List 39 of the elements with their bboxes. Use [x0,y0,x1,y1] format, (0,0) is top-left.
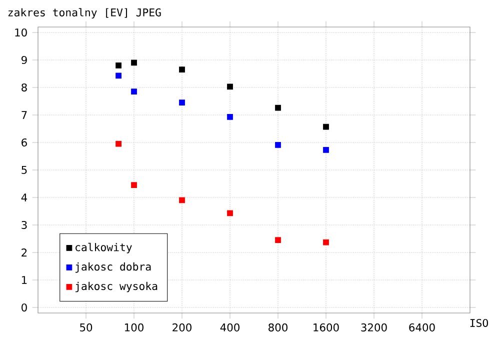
x-axis-title: ISO [470,318,488,328]
x-tick-label: 6400 [409,323,435,332]
point [227,84,233,90]
point [131,182,137,188]
x-tick-label: 1600 [314,323,339,332]
y-tick-label: 9 [22,56,27,64]
y-tick-label: 4 [21,194,28,202]
point [227,114,233,120]
point [227,210,233,216]
legend-label: calkowity [76,242,132,254]
point [179,66,185,73]
y-tick-label: 3 [22,220,27,230]
point [323,146,329,153]
point [179,100,185,106]
y-tick-label: 10 [15,28,27,37]
x-tick-label: 200 [172,323,192,332]
x-tick-label: 100 [125,323,144,332]
point [275,104,281,111]
legend-label: jakosc dobra [76,262,151,273]
y-tick-label: 2 [22,248,27,256]
x-tick-label: 50 [80,323,92,332]
y-tick-label: 6 [22,138,27,147]
y-tick-label: 0 [22,303,27,312]
point [275,142,281,148]
y-tick-label: 7 [22,111,27,119]
legend-label: jakosc wysoka [76,282,158,292]
y-tick-label: 5 [22,166,27,174]
y-tick-label: 8 [22,83,27,92]
point [179,197,185,204]
x-tick-label: 3200 [361,323,387,332]
y-tick-label: 1 [22,276,27,284]
point [131,60,137,66]
point [323,124,329,130]
point [275,237,281,244]
x-tick-label: 400 [220,323,240,332]
point [323,239,329,246]
x-tick-label: 800 [268,323,288,332]
chart-title: zakres tonalny [EV] JPEG [8,8,161,19]
point [131,88,137,95]
